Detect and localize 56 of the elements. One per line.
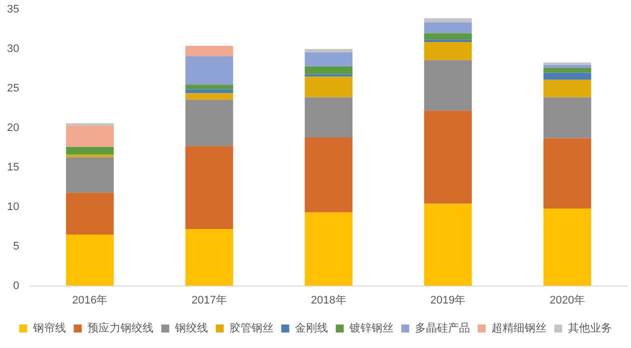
legend-label: 钢帘线 — [32, 321, 66, 334]
bar — [66, 126, 114, 147]
legend-label: 金刚线 — [294, 321, 328, 334]
y-tick-label: 35 — [6, 4, 20, 16]
bar — [304, 212, 352, 286]
bar — [424, 33, 472, 40]
bar — [543, 72, 592, 80]
bar — [543, 68, 592, 73]
y-tick-label: 0 — [13, 280, 20, 292]
bar — [185, 84, 234, 90]
bar — [66, 157, 114, 193]
bar — [543, 80, 592, 98]
y-tick-label: 30 — [6, 43, 20, 56]
bar — [424, 60, 472, 111]
x-tick-label: 2017年 — [192, 294, 228, 306]
legend-label: 其他业务 — [568, 321, 612, 334]
bar — [304, 97, 352, 138]
x-tick-label: 2016年 — [72, 294, 108, 306]
bar — [304, 49, 352, 52]
bar — [543, 64, 592, 68]
bar — [424, 42, 472, 60]
y-tick-label: 20 — [6, 122, 20, 134]
legend-label: 胶管钢丝 — [229, 321, 274, 334]
bar — [543, 208, 592, 286]
bar — [185, 46, 234, 56]
bar — [185, 228, 234, 286]
legend-label: 镀锌钢丝 — [348, 321, 394, 334]
bar — [66, 123, 114, 126]
bar — [543, 97, 592, 138]
y-tick-label: 10 — [6, 200, 20, 213]
bar — [543, 62, 592, 65]
x-tick-label: 2019年 — [430, 294, 466, 306]
bar — [185, 100, 234, 146]
y-tick-label: 5 — [13, 240, 20, 252]
bar — [185, 56, 234, 85]
bar — [304, 137, 352, 212]
legend-label: 多晶硅产品 — [414, 321, 470, 334]
bar — [543, 138, 592, 208]
bar — [424, 110, 472, 204]
y-tick-label: 15 — [6, 161, 20, 174]
bar — [424, 204, 472, 286]
bar — [185, 146, 234, 229]
legend-label: 钢绞线 — [174, 321, 208, 334]
y-tick-label: 25 — [6, 82, 20, 95]
bar — [304, 66, 352, 74]
bar — [185, 93, 234, 100]
bar — [66, 234, 114, 286]
bar — [66, 192, 114, 235]
bar — [66, 146, 114, 155]
x-tick-label: 2018年 — [310, 294, 346, 306]
x-tick-label: 2020年 — [550, 294, 586, 306]
bar — [424, 22, 472, 34]
bar — [304, 52, 352, 66]
legend-label: 超精细钢丝 — [491, 321, 546, 334]
bar — [304, 76, 352, 98]
legend-label: 预应力钢绞线 — [87, 321, 154, 334]
